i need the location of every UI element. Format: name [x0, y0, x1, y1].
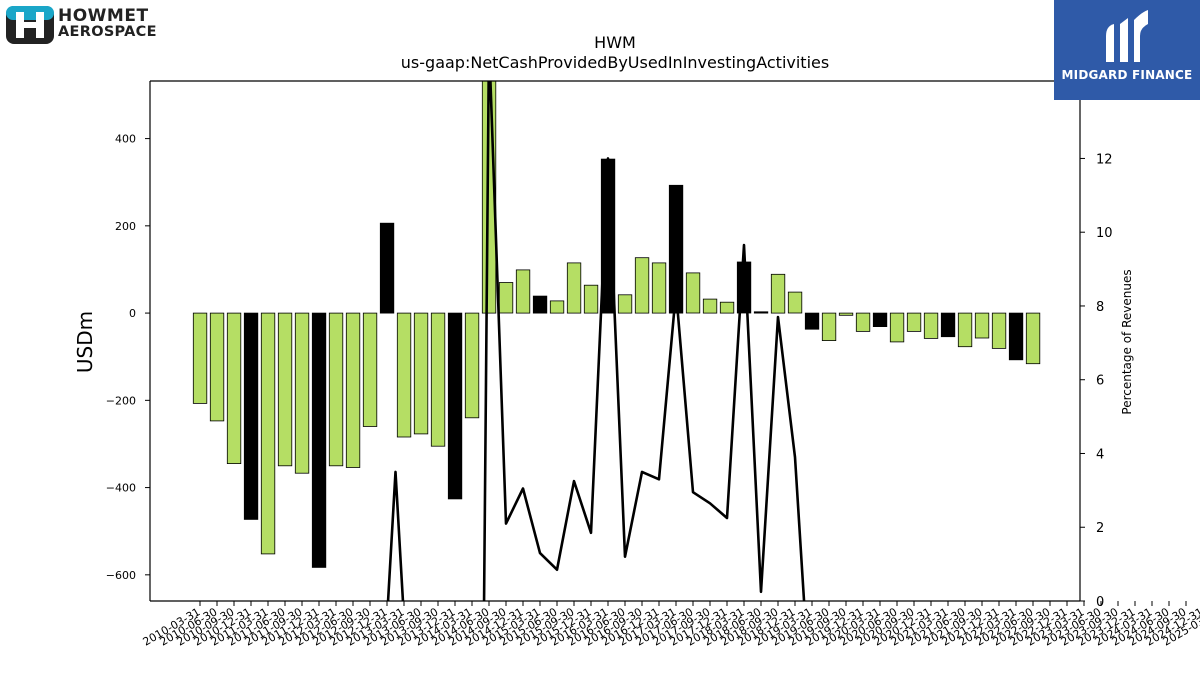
- midgard-finance-logo: MIDGARD FINANCE: [1054, 0, 1200, 100]
- bar: [498, 282, 514, 314]
- bar: [328, 312, 344, 467]
- bar: [991, 312, 1007, 349]
- bar: [617, 294, 633, 314]
- plot-area: [192, 81, 1041, 601]
- y-tick-label: −200: [106, 394, 136, 407]
- y2-tick-label: 8: [1096, 300, 1104, 315]
- bar: [838, 312, 854, 316]
- y-tick-label: −600: [106, 569, 136, 582]
- bar: [634, 257, 650, 314]
- bar: [362, 312, 378, 427]
- bar: [889, 312, 905, 343]
- y2-tick-label: 6: [1096, 374, 1104, 389]
- bar: [821, 312, 837, 342]
- bar: [855, 312, 871, 332]
- bar: [396, 312, 412, 438]
- midgard-logo-icon: [1106, 10, 1148, 62]
- bar: [906, 312, 922, 332]
- y-axis-label: USDm: [73, 311, 97, 373]
- bar: [583, 284, 599, 314]
- bar: [243, 312, 259, 520]
- y-tick-label: −400: [106, 482, 136, 495]
- percentage-line: [386, 81, 806, 601]
- bar: [770, 273, 786, 314]
- bar: [430, 312, 446, 447]
- bar: [668, 184, 684, 314]
- bar: [566, 262, 582, 314]
- bar: [294, 312, 310, 474]
- brand-left-line2: AEROSPACE: [58, 24, 157, 40]
- y2-tick-label: 4: [1096, 447, 1104, 462]
- y2-axis-label: Percentage of Revenues: [1120, 269, 1134, 414]
- bar: [1008, 312, 1024, 361]
- y2-tick-label: 0: [1096, 595, 1104, 610]
- y2-tick-label: 10: [1096, 226, 1113, 241]
- brand-right-text: MIDGARD FINANCE: [1061, 68, 1193, 82]
- bar: [345, 312, 361, 468]
- bar: [702, 298, 718, 314]
- bar: [549, 300, 565, 314]
- bar: [277, 312, 293, 467]
- y2-tick-label: 2: [1096, 521, 1104, 536]
- bar: [974, 312, 990, 339]
- bar: [923, 312, 939, 339]
- bar: [753, 311, 769, 314]
- y-tick-label: 0: [129, 307, 136, 320]
- bar: [192, 312, 208, 404]
- bar: [872, 312, 888, 328]
- chart-title: HWM: [594, 33, 636, 52]
- bar: [226, 312, 242, 465]
- chart-subtitle: us-gaap:NetCashProvidedByUsedInInvesting…: [401, 53, 829, 72]
- bar: [685, 272, 701, 314]
- bar: [311, 312, 327, 568]
- y-tick-label: 200: [115, 220, 136, 233]
- brand-left-line1: HOWMET: [58, 6, 149, 26]
- howmet-aerospace-logo: HOWMET AEROSPACE: [6, 6, 166, 46]
- bar: [379, 222, 395, 314]
- bar: [940, 312, 956, 338]
- howmet-logo-icon: [6, 6, 54, 44]
- bar: [260, 312, 276, 555]
- y2-tick-label: 12: [1096, 152, 1113, 167]
- bar: [957, 312, 973, 348]
- bar: [1025, 312, 1041, 365]
- bar: [209, 312, 225, 422]
- bar: [447, 312, 463, 500]
- bar: [804, 312, 820, 330]
- bar: [787, 291, 803, 314]
- bar: [651, 262, 667, 314]
- bar: [413, 312, 429, 435]
- bar: [719, 301, 735, 314]
- y-tick-label: 400: [115, 133, 136, 146]
- bar: [464, 312, 480, 419]
- bar: [532, 295, 548, 314]
- bar: [515, 269, 531, 314]
